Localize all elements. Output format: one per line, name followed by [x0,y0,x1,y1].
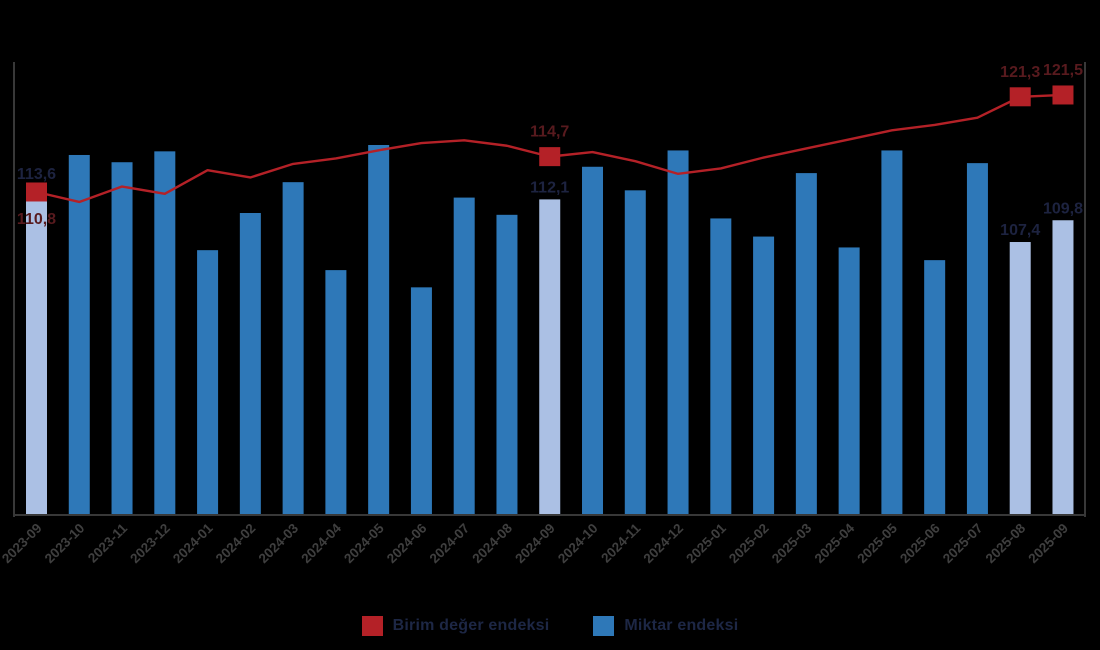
bar-2025-05 [881,150,903,515]
x-tick-2025-08: 2025-08 [983,520,1029,566]
x-tick-2024-05: 2024-05 [341,520,387,566]
bar-2024-06 [410,287,432,515]
bar-2023-12 [154,151,176,515]
bar-2023-09 [26,185,47,515]
x-tick-2025-07: 2025-07 [940,521,986,567]
x-tick-2024-04: 2024-04 [298,520,344,566]
x-tick-2025-02: 2025-02 [726,521,772,567]
legend-label-birim-deger-endeksi: Birim değer endeksi [392,617,550,634]
line-label-2024-09: 114,7 [530,124,569,141]
bar-2024-09 [539,199,561,515]
bar-2025-09 [1052,220,1074,515]
legend-item-miktar-endeksi: Miktar endeksi [593,616,738,636]
bar-2024-11 [624,190,646,516]
x-tick-2025-09: 2025-09 [1025,521,1071,567]
bar-2025-08 [1009,242,1031,515]
legend-label-miktar-endeksi: Miktar endeksi [624,617,739,634]
bar-2025-01 [710,218,732,515]
bar-label-2023-09: 113,6 [17,166,56,183]
x-tick-2024-02: 2024-02 [213,521,259,567]
bar-2024-12 [667,150,689,515]
x-tick-2024-12: 2024-12 [641,521,687,567]
line-label-2025-08: 121,3 [1000,64,1040,81]
x-tick-2024-06: 2024-06 [384,520,430,566]
bar-2025-04 [838,247,860,515]
bar-2025-06 [924,260,946,515]
bar-2024-04 [325,270,347,515]
bar-2024-02 [239,213,261,515]
line-marker-2023-09 [26,182,47,202]
x-tick-2023-11: 2023-11 [85,520,130,565]
line-marker-2024-09 [539,147,561,167]
bar-label-2025-08: 107,4 [1000,222,1040,239]
bar-2024-01 [197,250,219,515]
x-tick-2023-12: 2023-12 [127,521,173,567]
bar-label-2025-09: 109,8 [1043,200,1083,217]
x-tick-2024-03: 2024-03 [256,520,302,566]
x-tick-2024-11: 2024-11 [598,520,643,565]
x-tick-2023-09: 2023-09 [0,521,45,567]
bar-2024-07 [453,197,475,515]
x-tick-2024-01: 2024-01 [170,520,216,566]
bar-2024-03 [282,182,304,515]
x-tick-2025-03: 2025-03 [769,520,815,566]
bar-2025-07 [966,163,988,516]
x-tick-2024-07: 2024-07 [427,521,473,567]
bar-2025-02 [753,236,775,515]
red-square-swatch-icon [361,616,383,636]
line-label-2025-09: 121,5 [1043,62,1083,79]
line-marker-2025-09 [1052,85,1074,105]
x-tick-2025-06: 2025-06 [897,520,943,566]
blue-square-swatch-icon [593,616,615,636]
x-tick-2024-10: 2024-10 [555,521,601,567]
legend-item-birim-deger-endeksi: Birim değer endeksi [361,616,550,636]
x-tick-2025-05: 2025-05 [854,520,900,566]
x-tick-2025-04: 2025-04 [812,520,858,566]
bar-2023-11 [111,162,133,515]
bar-label-2024-09: 112,1 [530,179,569,196]
legend: Birim değer endeksi Miktar endeksi [0,606,1100,646]
bar-2024-05 [368,145,390,515]
line-marker-2025-08 [1009,87,1031,107]
bar-2024-08 [496,214,518,515]
bar-2024-10 [582,166,604,515]
x-tick-2024-08: 2024-08 [469,520,515,566]
bar-2025-03 [795,173,817,516]
line-label-2023-09: 110,8 [17,211,56,228]
x-tick-2024-09: 2024-09 [512,521,558,567]
bar-2023-10 [68,154,90,515]
x-tick-2023-10: 2023-10 [42,521,88,567]
x-tick-2025-01: 2025-01 [683,520,729,566]
